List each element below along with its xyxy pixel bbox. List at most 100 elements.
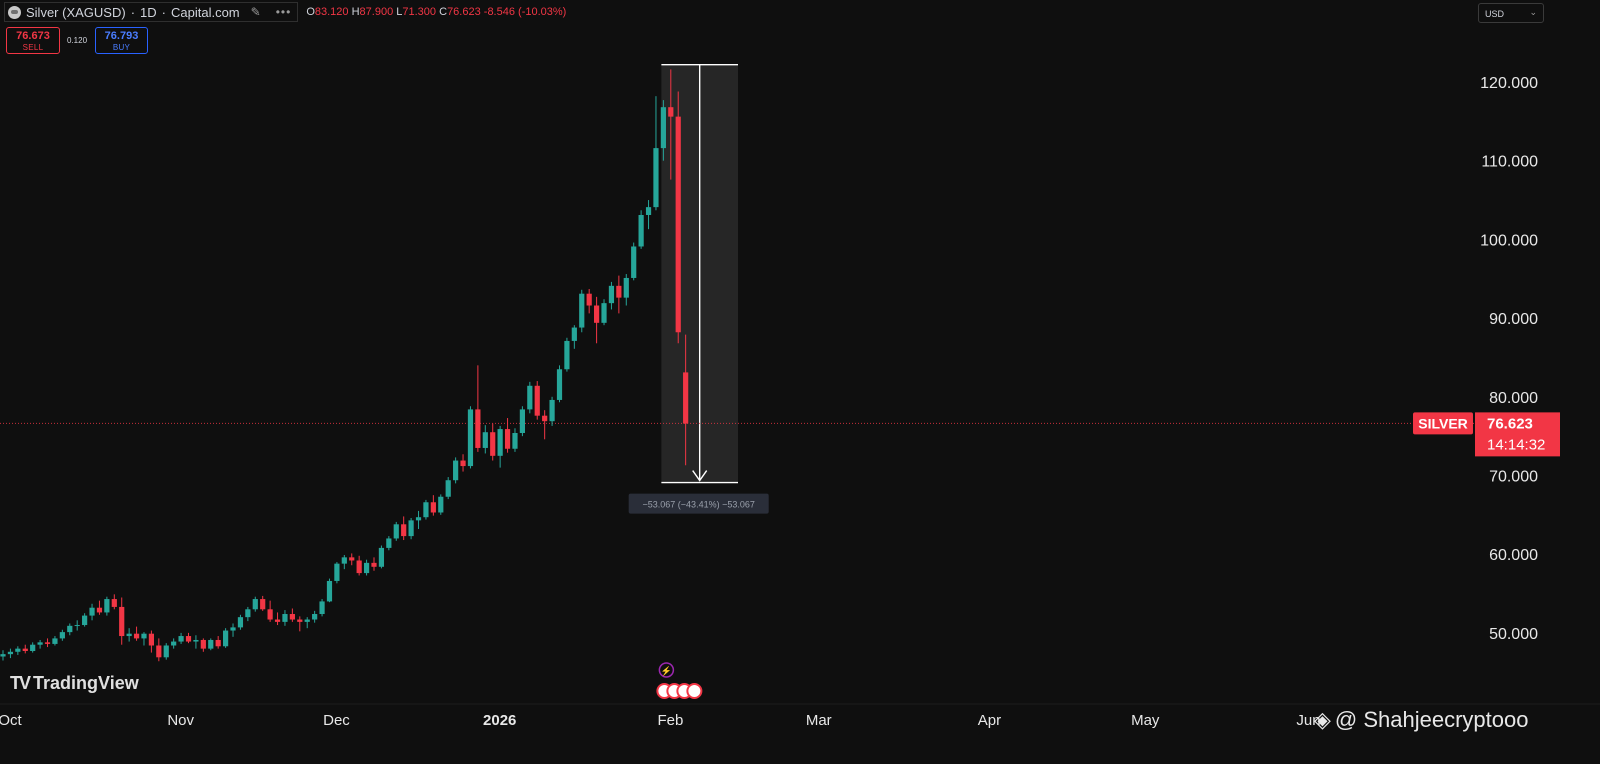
candle-body[interactable] [408,520,414,537]
candle-body[interactable] [0,654,6,657]
candle-body[interactable] [393,524,399,539]
candle-body[interactable] [363,562,370,574]
candle-body[interactable] [460,460,466,467]
candle-body[interactable] [571,327,577,341]
candle-body[interactable] [148,633,154,646]
candle-body[interactable] [74,625,80,627]
candle-body[interactable] [200,639,206,649]
candle-body[interactable] [564,340,570,370]
candle-body[interactable] [549,399,555,422]
candle-body[interactable] [556,369,563,400]
candle-body[interactable] [304,619,310,622]
candle-body[interactable] [683,372,689,424]
edit-pencil-icon[interactable]: ✎ [250,5,261,19]
candle-body[interactable] [82,615,88,626]
candle-body[interactable] [44,642,51,644]
candle-body[interactable] [504,429,511,449]
candle-body[interactable] [96,607,103,613]
candle-body[interactable] [467,409,474,467]
candle-body[interactable] [534,385,540,416]
candle-body[interactable] [482,432,488,448]
candle-body[interactable] [119,606,125,637]
candle-body[interactable] [438,496,444,513]
candle-body[interactable] [245,609,251,618]
candle-body[interactable] [237,617,244,628]
candle-body[interactable] [215,639,221,647]
buy-button[interactable]: 76.793 BUY [95,27,148,54]
candle-body[interactable] [601,303,607,323]
candle-body[interactable] [594,305,600,323]
candle-body[interactable] [260,599,266,610]
candle-body[interactable] [423,502,429,518]
candle-body[interactable] [341,557,347,564]
candle-body[interactable] [171,641,177,646]
candle-body[interactable] [319,601,325,615]
candle-body[interactable] [371,562,377,567]
candle-body[interactable] [252,599,258,610]
candle-body[interactable] [178,636,184,642]
candle-body[interactable] [497,429,503,456]
candle-body[interactable] [378,547,385,567]
candle-body[interactable] [156,645,162,658]
candle-body[interactable] [349,557,355,561]
candle-body[interactable] [133,633,140,639]
candle-body[interactable] [512,433,518,449]
candle-body[interactable] [527,385,533,410]
candle-body[interactable] [230,627,236,631]
candle-body[interactable] [22,648,28,652]
candle-body[interactable] [356,560,362,574]
candle-body[interactable] [445,480,451,497]
candle-body[interactable] [475,409,481,448]
candle-body[interactable] [415,517,422,521]
candle-body[interactable] [453,460,459,481]
candle-body[interactable] [111,599,117,607]
candle-body[interactable] [208,639,214,649]
candle-body[interactable] [193,639,199,642]
candle-body[interactable] [67,625,73,633]
candle-body[interactable] [289,614,295,620]
candle-body[interactable] [15,648,21,652]
candle-body[interactable] [430,502,436,513]
tradingview-logo[interactable]: TV TradingView [10,673,139,694]
candle-body[interactable] [645,207,652,216]
candle-body[interactable] [312,614,318,620]
candle-body[interactable] [52,638,58,644]
candle-body[interactable] [126,633,132,637]
candle-body[interactable] [326,580,333,602]
candle-body[interactable] [638,215,644,247]
candle-body[interactable] [675,116,681,333]
candle-body[interactable] [274,619,281,622]
candle-body[interactable] [668,107,674,117]
candle-body[interactable] [542,415,548,422]
candle-body[interactable] [30,644,36,652]
candle-body[interactable] [660,107,666,149]
us-flag-event-icon[interactable] [686,683,703,699]
currency-dropdown[interactable]: USD ⌄ [1478,3,1544,23]
lightning-event-icon[interactable] [658,662,675,678]
candle-body[interactable] [282,614,288,622]
candle-body[interactable] [104,599,110,613]
candle-body[interactable] [267,609,273,620]
candle-body[interactable] [7,651,14,655]
candle-body[interactable] [59,632,65,639]
candle-body[interactable] [297,619,303,622]
candle-body[interactable] [185,636,192,642]
candle-body[interactable] [631,246,637,278]
candle-body[interactable] [401,524,407,537]
interval[interactable]: 1D [140,4,157,20]
candle-body[interactable] [519,409,525,434]
candle-body[interactable] [334,563,340,581]
candle-body[interactable] [386,538,392,548]
candle-body[interactable] [223,630,229,647]
candle-body[interactable] [163,645,169,658]
candle-body[interactable] [579,293,585,328]
symbol-box[interactable]: Silver (XAGUSD) · 1D · Capital.com ✎ ••• [4,2,299,22]
candle-body[interactable] [37,642,43,645]
candle-body[interactable] [623,277,629,298]
candle-body[interactable] [141,633,147,639]
candle-body[interactable] [653,148,659,208]
candle-body[interactable] [586,293,592,306]
sell-button[interactable]: 76.673 SELL [6,27,60,54]
